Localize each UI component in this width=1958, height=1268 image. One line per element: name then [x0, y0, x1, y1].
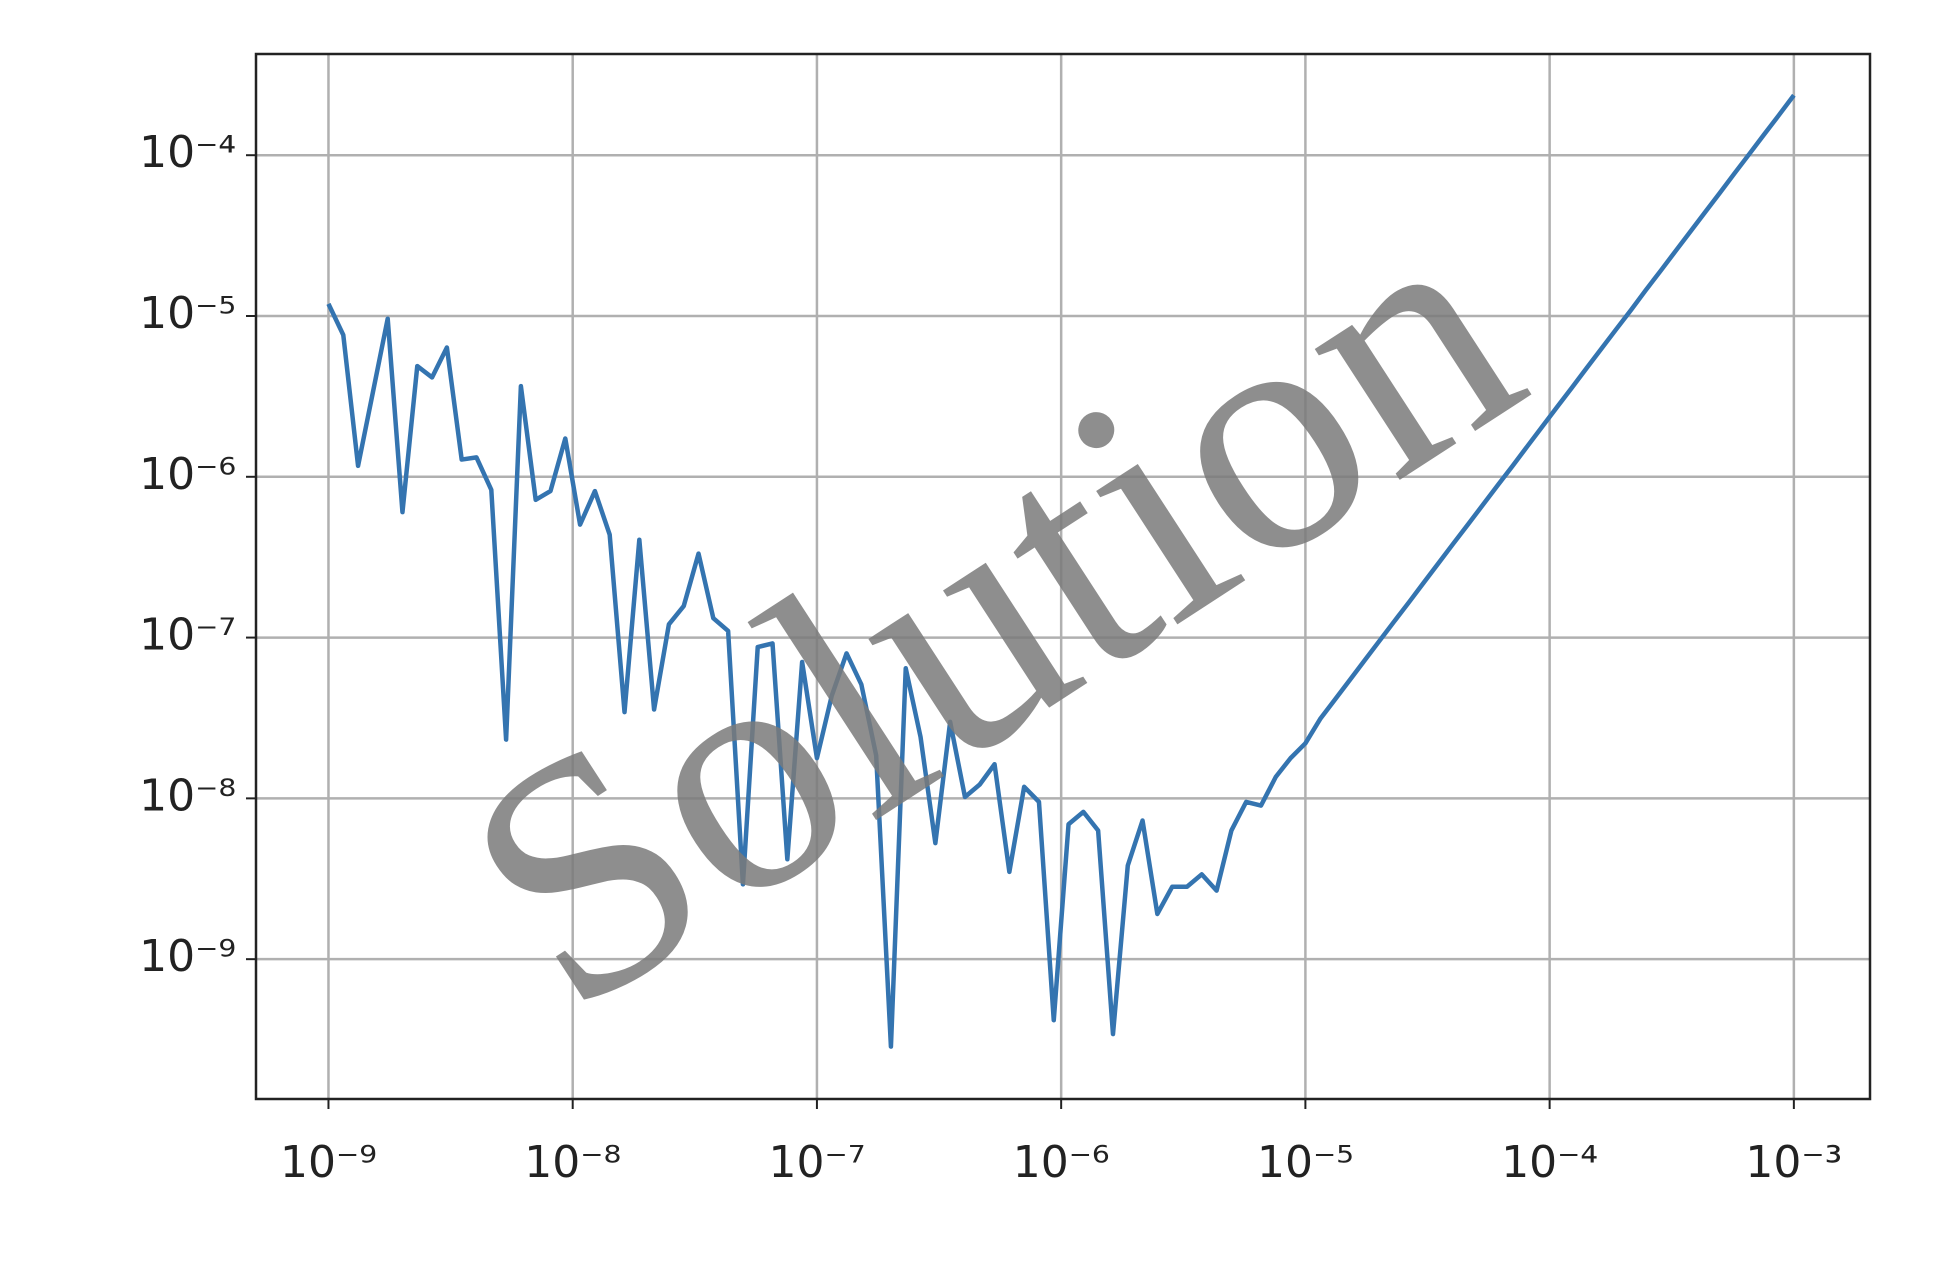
x-tick-label: 10⁻⁵ [1257, 1137, 1354, 1188]
x-tick-label: 10⁻⁹ [280, 1137, 377, 1188]
y-tick-label: 10⁻⁵ [139, 288, 236, 339]
x-tick-label: 10⁻⁸ [524, 1137, 621, 1188]
x-tick-label: 10⁻⁴ [1501, 1137, 1598, 1188]
line [326, 93, 1796, 1049]
x-tick-label: 10⁻⁶ [1013, 1137, 1110, 1188]
plot-frame [254, 52, 1872, 1101]
x-tick-label: 10⁻³ [1745, 1137, 1842, 1188]
y-tick-label: 10⁻⁶ [139, 449, 236, 500]
y-tick-label: 10⁻⁹ [139, 931, 236, 982]
y-tick-label: 10⁻⁷ [139, 610, 236, 661]
y-tick-label: 10⁻⁸ [139, 770, 236, 821]
x-tick-label: 10⁻⁷ [769, 1137, 866, 1188]
grid [256, 54, 1870, 1099]
y-tick-label: 10⁻⁴ [139, 127, 236, 178]
ticks: 10⁻⁹ 10⁻⁸ 10⁻⁷ 10⁻⁶ 10⁻⁵ 10⁻⁴ 10⁻³ 10⁻⁹ 10⁻⁸ 10⁻⁷… [139, 127, 1842, 1188]
